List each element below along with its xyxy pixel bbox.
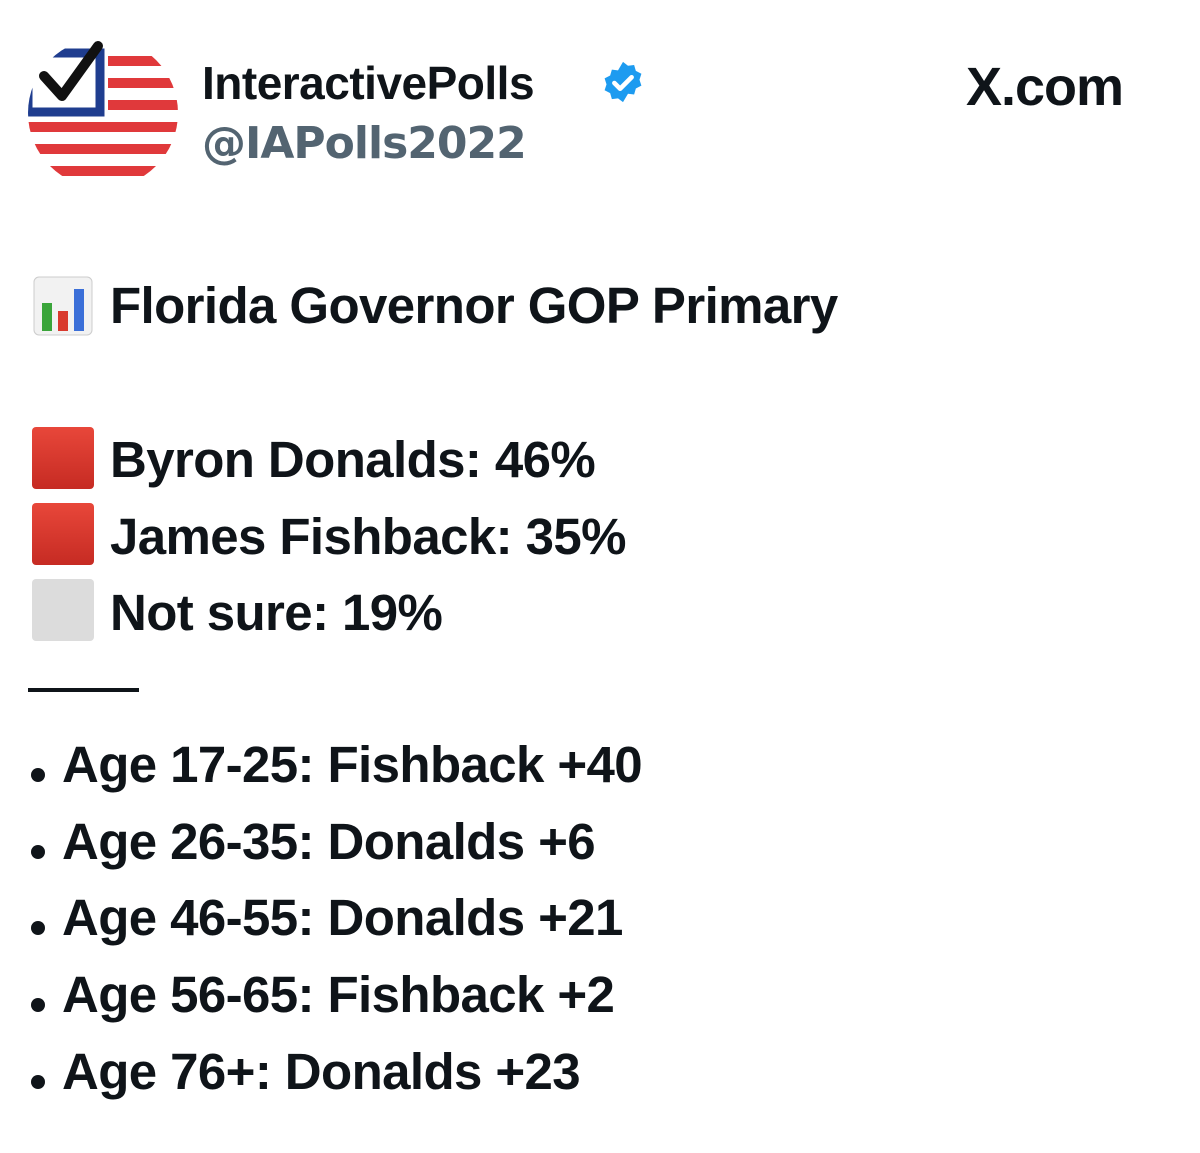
avatar[interactable] [28, 38, 178, 188]
bullet [31, 845, 45, 859]
account-handle[interactable]: @IAPolls2022 [202, 118, 527, 169]
chart-emoji [33, 276, 93, 336]
breakdown-line: Age 26-35: Donalds +6 [62, 813, 596, 870]
separator [28, 688, 139, 692]
breakdown-line: Age 17-25: Fishback +40 [62, 736, 643, 793]
bullet [31, 1075, 45, 1089]
verified-badge [604, 61, 642, 103]
result-line: Byron Donalds: 46% [110, 431, 596, 488]
bullet [31, 768, 45, 782]
bullet [31, 921, 45, 935]
breakdown-line: Age 46-55: Donalds +21 [62, 889, 623, 946]
red-square [32, 427, 94, 489]
result-line: Not sure: 19% [110, 584, 443, 641]
result-line: James Fishback: 35% [110, 508, 626, 565]
site-label: X.com [966, 57, 1124, 117]
red-square [32, 503, 94, 565]
account-name[interactable]: InteractivePolls [202, 57, 535, 109]
post-title: Florida Governor GOP Primary [110, 277, 838, 334]
grey-square [32, 579, 94, 641]
bullet [31, 998, 45, 1012]
breakdown-line: Age 56-65: Fishback +2 [62, 966, 615, 1023]
breakdown-line: Age 76+: Donalds +23 [62, 1043, 581, 1100]
